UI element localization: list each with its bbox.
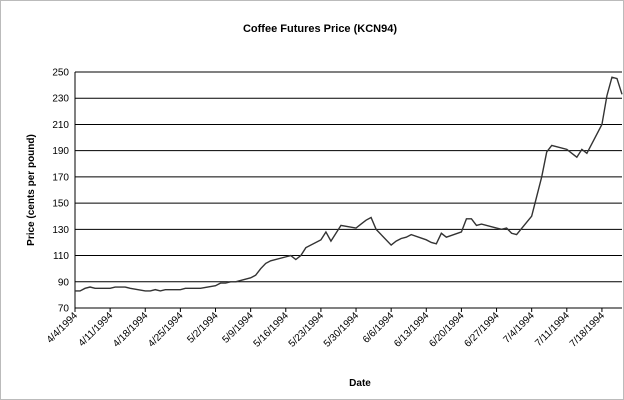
chart-title: Coffee Futures Price (KCN94) xyxy=(243,23,397,35)
y-tick-label: 250 xyxy=(52,68,69,79)
y-tick-label: 190 xyxy=(52,146,69,157)
y-tick-label: 170 xyxy=(52,172,69,183)
y-tick-label: 150 xyxy=(52,199,69,210)
y-tick-label: 70 xyxy=(58,304,70,315)
y-tick-label: 90 xyxy=(58,277,70,288)
price-line xyxy=(75,76,623,292)
y-tick-label: 230 xyxy=(52,94,69,105)
y-tick-label: 110 xyxy=(53,251,69,262)
x-axis-title: Date xyxy=(349,378,371,389)
y-tick-label: 210 xyxy=(52,120,69,131)
y-tick-label: 130 xyxy=(52,225,69,236)
y-axis-title: Price (cents per pound) xyxy=(26,134,37,246)
